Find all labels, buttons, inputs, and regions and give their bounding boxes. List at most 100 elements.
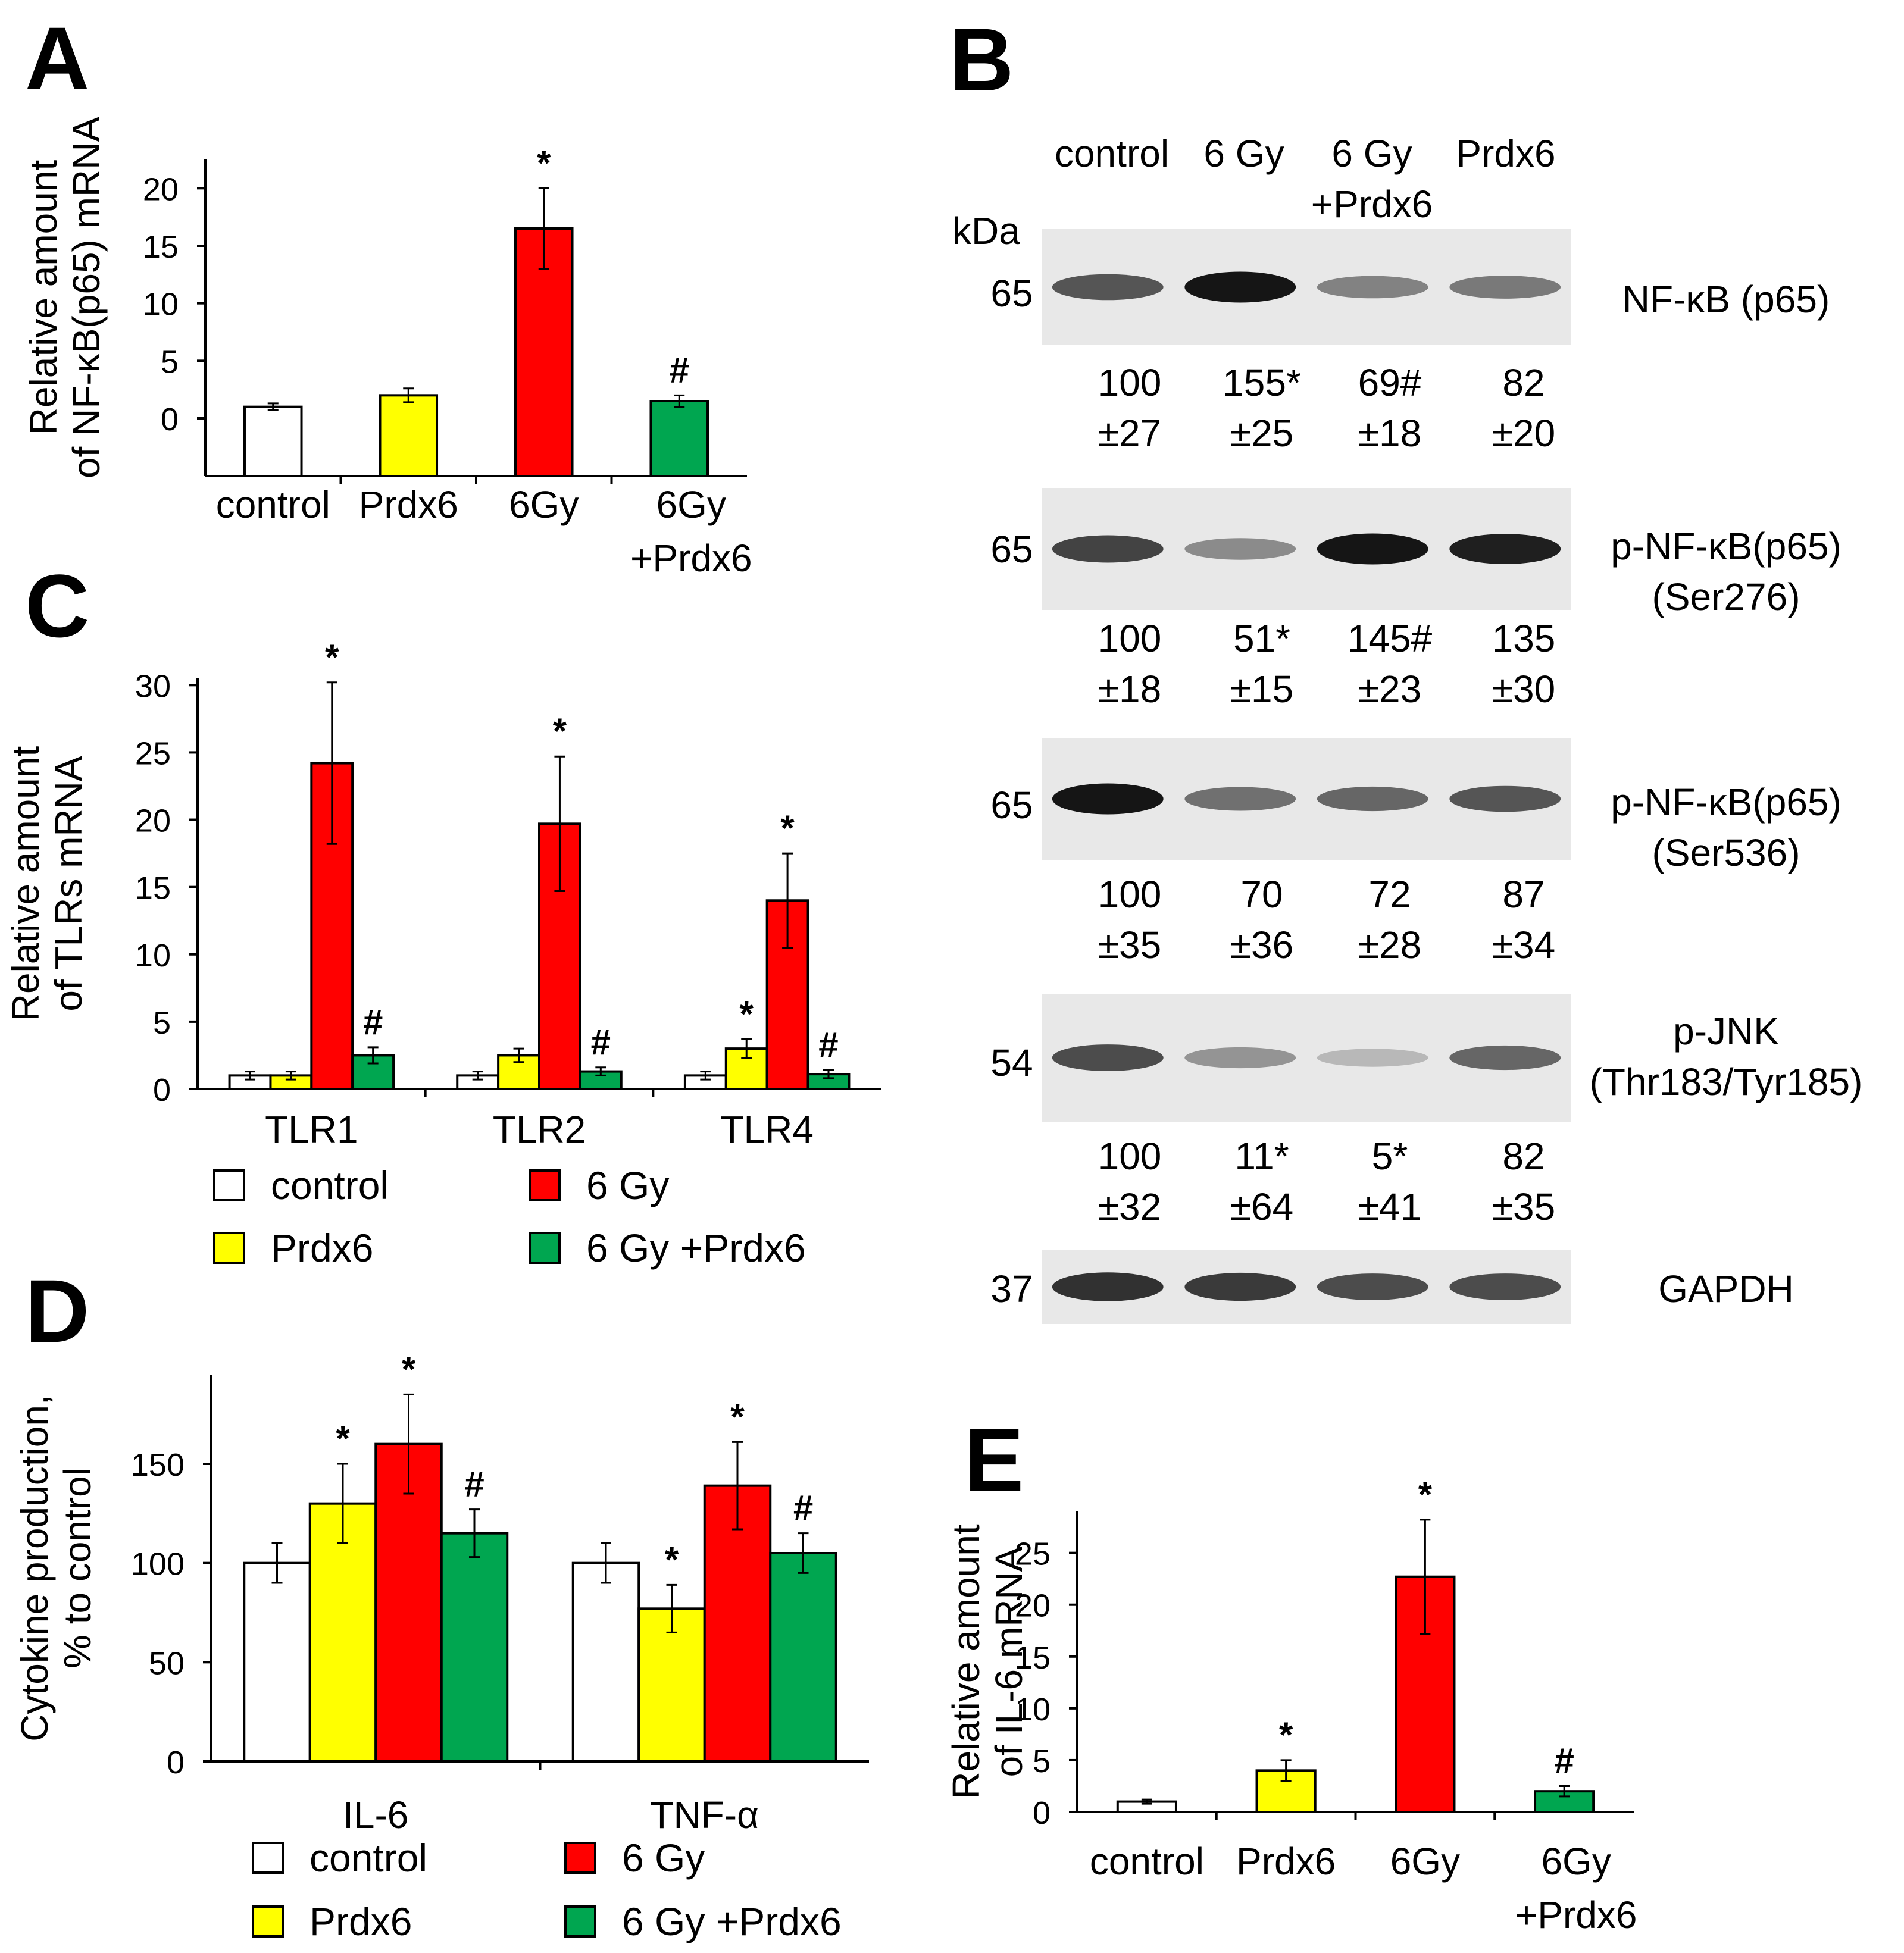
blot-band bbox=[1317, 1049, 1428, 1067]
blot-band bbox=[1184, 1272, 1296, 1301]
densitometry-value: ±34 bbox=[1492, 924, 1555, 966]
protein-label: p-NF-κB(p65) bbox=[1611, 781, 1842, 824]
y-axis-title-line: of NF-κB(p65) mRNA bbox=[65, 117, 108, 478]
lane-label: +Prdx6 bbox=[1311, 183, 1433, 226]
panel-label-B: B bbox=[949, 10, 1014, 109]
blot-band bbox=[1317, 276, 1428, 299]
significance-mark: * bbox=[336, 1419, 350, 1459]
lane-label: 6 Gy bbox=[1331, 132, 1412, 175]
y-tick-label: 15 bbox=[135, 871, 171, 906]
significance-mark: # bbox=[793, 1488, 813, 1528]
kda-marker: 54 bbox=[990, 1041, 1033, 1084]
legend-label: 6 Gy bbox=[622, 1836, 705, 1880]
y-axis-title-line: of TLRs mRNA bbox=[47, 756, 90, 1011]
panel-label-C: C bbox=[25, 556, 89, 656]
y-tick-label: 5 bbox=[161, 344, 179, 380]
densitometry-value: 72 bbox=[1368, 873, 1411, 916]
y-tick-label: 150 bbox=[131, 1447, 185, 1483]
x-category-label: 6Gy bbox=[1541, 1840, 1611, 1883]
x-category-label: 6Gy bbox=[1390, 1840, 1460, 1883]
protein-label: NF-κB (p65) bbox=[1622, 278, 1830, 321]
legend-label: 6 Gy +Prdx6 bbox=[586, 1226, 806, 1270]
kda-marker: 65 bbox=[990, 528, 1033, 571]
densitometry-value: ±25 bbox=[1230, 412, 1293, 455]
y-axis-title: Relative amount of NF-κB(p65) mRNA bbox=[22, 117, 108, 478]
densitometry-value: 82 bbox=[1502, 1135, 1545, 1178]
kda-marker: 37 bbox=[990, 1267, 1033, 1310]
lane-label: Prdx6 bbox=[1456, 132, 1555, 175]
significance-mark: * bbox=[665, 1539, 679, 1579]
legend-swatch bbox=[213, 1169, 245, 1201]
kda-label: kDa bbox=[952, 209, 1020, 252]
y-tick-label: 20 bbox=[1015, 1588, 1051, 1624]
y-tick-label: 25 bbox=[135, 735, 171, 771]
panel-A: A 0 5 10 15 20 control Prdx6 * 6Gy #6Gy +Prdx6 Relat… bbox=[22, 8, 752, 580]
bar bbox=[769, 1552, 837, 1763]
densitometry-value: 100 bbox=[1098, 617, 1162, 660]
panel-D: D 0 50 100 150 * * # IL-6 * * # TNF-α control Prdx6 6 G… bbox=[13, 1261, 869, 1943]
y-axis-title: Relative amount of TLRs mRNA bbox=[4, 746, 90, 1022]
densitometry-value: ±35 bbox=[1098, 924, 1161, 966]
densitometry-value: 135 bbox=[1492, 617, 1556, 660]
significance-mark: # bbox=[363, 1002, 383, 1042]
panel-E: E 0 5 10 15 20 25 control * Prdx6 * 6Gy #6Gy +Prdx6 Re… bbox=[945, 1410, 1637, 1936]
densitometry-value: ±41 bbox=[1358, 1185, 1421, 1228]
y-tick-label: 30 bbox=[135, 668, 171, 704]
y-tick-label: 0 bbox=[167, 1745, 185, 1780]
protein-label: GAPDH bbox=[1658, 1267, 1794, 1310]
significance-mark: * bbox=[325, 637, 339, 677]
y-tick-label: 100 bbox=[131, 1547, 185, 1582]
densitometry-value: ±32 bbox=[1098, 1185, 1161, 1228]
blot-band bbox=[1449, 276, 1561, 299]
panel-label-D: D bbox=[25, 1261, 89, 1361]
densitometry-value: ±28 bbox=[1358, 924, 1421, 966]
protein-label: (Thr183/Tyr185) bbox=[1590, 1060, 1863, 1103]
x-category-label: TNF-α bbox=[650, 1794, 759, 1836]
densitometry-value: 82 bbox=[1502, 361, 1545, 404]
blot-band bbox=[1052, 783, 1164, 815]
y-tick-label: 5 bbox=[1033, 1744, 1051, 1779]
bar bbox=[243, 1561, 311, 1763]
significance-mark: * bbox=[553, 711, 567, 751]
y-tick-label: 15 bbox=[143, 229, 179, 265]
y-tick-label: 0 bbox=[153, 1072, 171, 1108]
densitometry-value: ±15 bbox=[1230, 668, 1293, 711]
x-category-label: control bbox=[1090, 1840, 1204, 1883]
y-tick-label: 10 bbox=[1015, 1692, 1051, 1727]
x-category-label: 6Gy bbox=[509, 483, 579, 526]
y-tick-label: 25 bbox=[1015, 1536, 1051, 1572]
x-category-label: control bbox=[216, 483, 330, 526]
blot-band bbox=[1317, 786, 1428, 812]
legend-swatch bbox=[213, 1232, 245, 1264]
x-category-label: Prdx6 bbox=[359, 483, 458, 526]
blot-band bbox=[1052, 1044, 1164, 1071]
protein-label: (Ser536) bbox=[1652, 831, 1800, 874]
x-category-label: 6Gy bbox=[656, 483, 726, 526]
densitometry-value: 155* bbox=[1223, 361, 1301, 404]
significance-mark: * bbox=[402, 1349, 416, 1389]
blot-band bbox=[1449, 1273, 1561, 1300]
densitometry-value: ±23 bbox=[1358, 668, 1421, 711]
significance-mark: # bbox=[464, 1464, 484, 1504]
densitometry-value: 87 bbox=[1502, 873, 1545, 916]
panel-label-E: E bbox=[964, 1410, 1024, 1510]
panel-label-A: A bbox=[25, 8, 89, 108]
legend-swatch bbox=[564, 1905, 596, 1938]
x-category-label: +Prdx6 bbox=[630, 537, 752, 580]
significance-mark: # bbox=[591, 1022, 611, 1062]
densitometry-value: 70 bbox=[1240, 873, 1283, 916]
lane-label: 6 Gy bbox=[1203, 132, 1284, 175]
densitometry-value: ±30 bbox=[1492, 668, 1555, 711]
y-tick-label: 20 bbox=[143, 171, 179, 207]
y-tick-label: 0 bbox=[161, 402, 179, 437]
legend-swatch bbox=[564, 1842, 596, 1874]
blot-band bbox=[1317, 533, 1428, 565]
protein-label: p-NF-κB(p65) bbox=[1611, 525, 1842, 568]
y-tick-label: 10 bbox=[135, 938, 171, 974]
densitometry-value: ±18 bbox=[1098, 668, 1161, 711]
densitometry-value: ±27 bbox=[1098, 412, 1161, 455]
densitometry-value: ±18 bbox=[1358, 412, 1421, 455]
y-axis-title-line: Relative amount bbox=[22, 160, 65, 436]
